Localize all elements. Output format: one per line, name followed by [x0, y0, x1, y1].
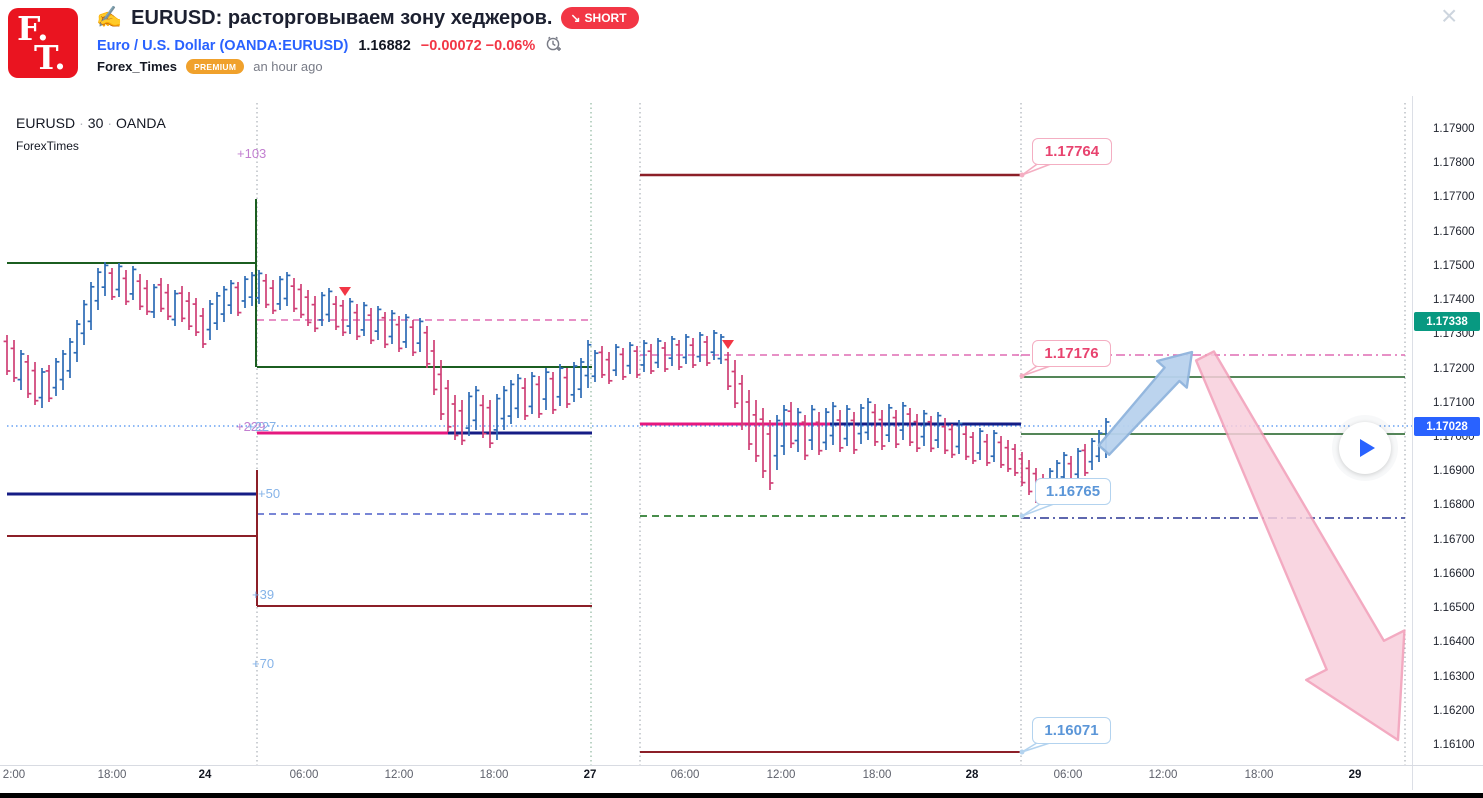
symbol-link[interactable]: Euro / U.S. Dollar (OANDA:EURUSD)	[97, 38, 349, 54]
price-callout-label: 1.16765	[1035, 478, 1111, 505]
callout-anchor-dot	[1019, 172, 1025, 178]
sell-signal-triangle-icon	[722, 340, 734, 349]
short-direction-badge[interactable]: ↘ SHORT	[561, 7, 639, 29]
publish-time: an hour ago	[253, 59, 323, 74]
pip-distance-label: +50	[258, 486, 281, 501]
price-axis-label: 1.16200	[1433, 705, 1475, 717]
chart-legend[interactable]: EURUSD · 30 · OANDA	[16, 115, 166, 131]
price-axis-label: 1.16600	[1433, 568, 1475, 580]
pip-distance-label: +70	[252, 656, 275, 671]
price-callout-label: 1.17764	[1032, 138, 1112, 165]
play-button[interactable]	[1339, 422, 1391, 474]
logo-text: T.	[34, 38, 66, 77]
play-triangle-icon	[1359, 439, 1375, 457]
writing-hand-icon: ✍️	[96, 6, 123, 29]
author-name[interactable]: Forex_Times	[97, 59, 177, 74]
bottom-bar	[0, 793, 1483, 798]
time-axis-label: 12:00	[1148, 769, 1178, 781]
time-axis-label: 18:00	[862, 769, 892, 781]
price-axis-label: 1.16700	[1433, 534, 1475, 546]
pip-distance-label: +229	[236, 419, 266, 434]
callout-anchor-dot	[1019, 513, 1025, 519]
close-icon[interactable]: ×	[1441, 0, 1458, 31]
callout-anchor-dot	[1019, 749, 1025, 755]
time-axis-label: 2:00	[2, 769, 26, 781]
time-axis-label: 06:00	[1053, 769, 1083, 781]
bearish-arrow	[1194, 350, 1406, 742]
price-axis-badge: 1.17028	[1414, 417, 1480, 436]
logo-text: F.	[17, 9, 49, 48]
price-axis-label: 1.16800	[1433, 499, 1475, 511]
price-axis-label: 1.17900	[1433, 123, 1475, 135]
price-axis-label: 1.16300	[1433, 671, 1475, 683]
price-axis-label: 1.17500	[1433, 260, 1475, 272]
price-axis-label: 1.17300	[1433, 328, 1475, 340]
bullish-arrow	[1097, 350, 1194, 456]
price-axis-label: 1.17400	[1433, 294, 1475, 306]
price-change: −0.00072 −0.06%	[420, 38, 536, 54]
time-axis-label: 18:00	[1244, 769, 1274, 781]
price-axis-badge: 1.17338	[1414, 312, 1480, 331]
pip-distance-label: +103	[237, 146, 267, 161]
pip-distance-label: +227	[247, 419, 277, 434]
time-axis-label: 06:00	[289, 769, 319, 781]
price-axis-label: 1.16900	[1433, 465, 1475, 477]
idea-title[interactable]: EURUSD: расторговываем зону хеджеров.	[131, 6, 553, 29]
time-axis-label: 27	[583, 769, 597, 781]
time-axis-label: 18:00	[97, 769, 127, 781]
price-axis-label: 1.17700	[1433, 191, 1475, 203]
time-axis-label: 18:00	[479, 769, 509, 781]
forex-times-logo[interactable]: F. T.	[8, 8, 78, 78]
price-axis-label: 1.16400	[1433, 636, 1475, 648]
last-price: 1.16882	[358, 38, 411, 54]
price-axis-label: 1.17800	[1433, 157, 1475, 169]
time-axis-label: 06:00	[670, 769, 700, 781]
sell-signal-triangle-icon	[339, 287, 351, 296]
price-axis-label: 1.17600	[1433, 226, 1475, 238]
price-callout-label: 1.17176	[1032, 340, 1111, 367]
price-axis[interactable]	[1412, 96, 1413, 790]
chart-author-watermark: ForexTimes	[16, 139, 79, 153]
premium-badge: PREMIUM	[185, 59, 245, 74]
alert-clock-icon[interactable]	[545, 35, 563, 57]
arrow-down-right-icon: ↘	[570, 11, 581, 25]
price-callout-label: 1.16071	[1032, 717, 1111, 744]
price-axis-label: 1.16500	[1433, 602, 1475, 614]
time-axis-label: 12:00	[384, 769, 414, 781]
pip-distance-label: +39	[252, 587, 275, 602]
price-axis-label: 1.17200	[1433, 363, 1475, 375]
time-axis-label: 29	[1348, 769, 1362, 781]
callout-anchor-dot	[1019, 373, 1025, 379]
price-axis-label: 1.16100	[1433, 739, 1475, 751]
time-axis-label: 28	[965, 769, 979, 781]
time-axis[interactable]	[0, 765, 1483, 766]
price-axis-label: 1.17100	[1433, 397, 1475, 409]
time-axis-label: 24	[198, 769, 212, 781]
time-axis-label: 12:00	[766, 769, 796, 781]
